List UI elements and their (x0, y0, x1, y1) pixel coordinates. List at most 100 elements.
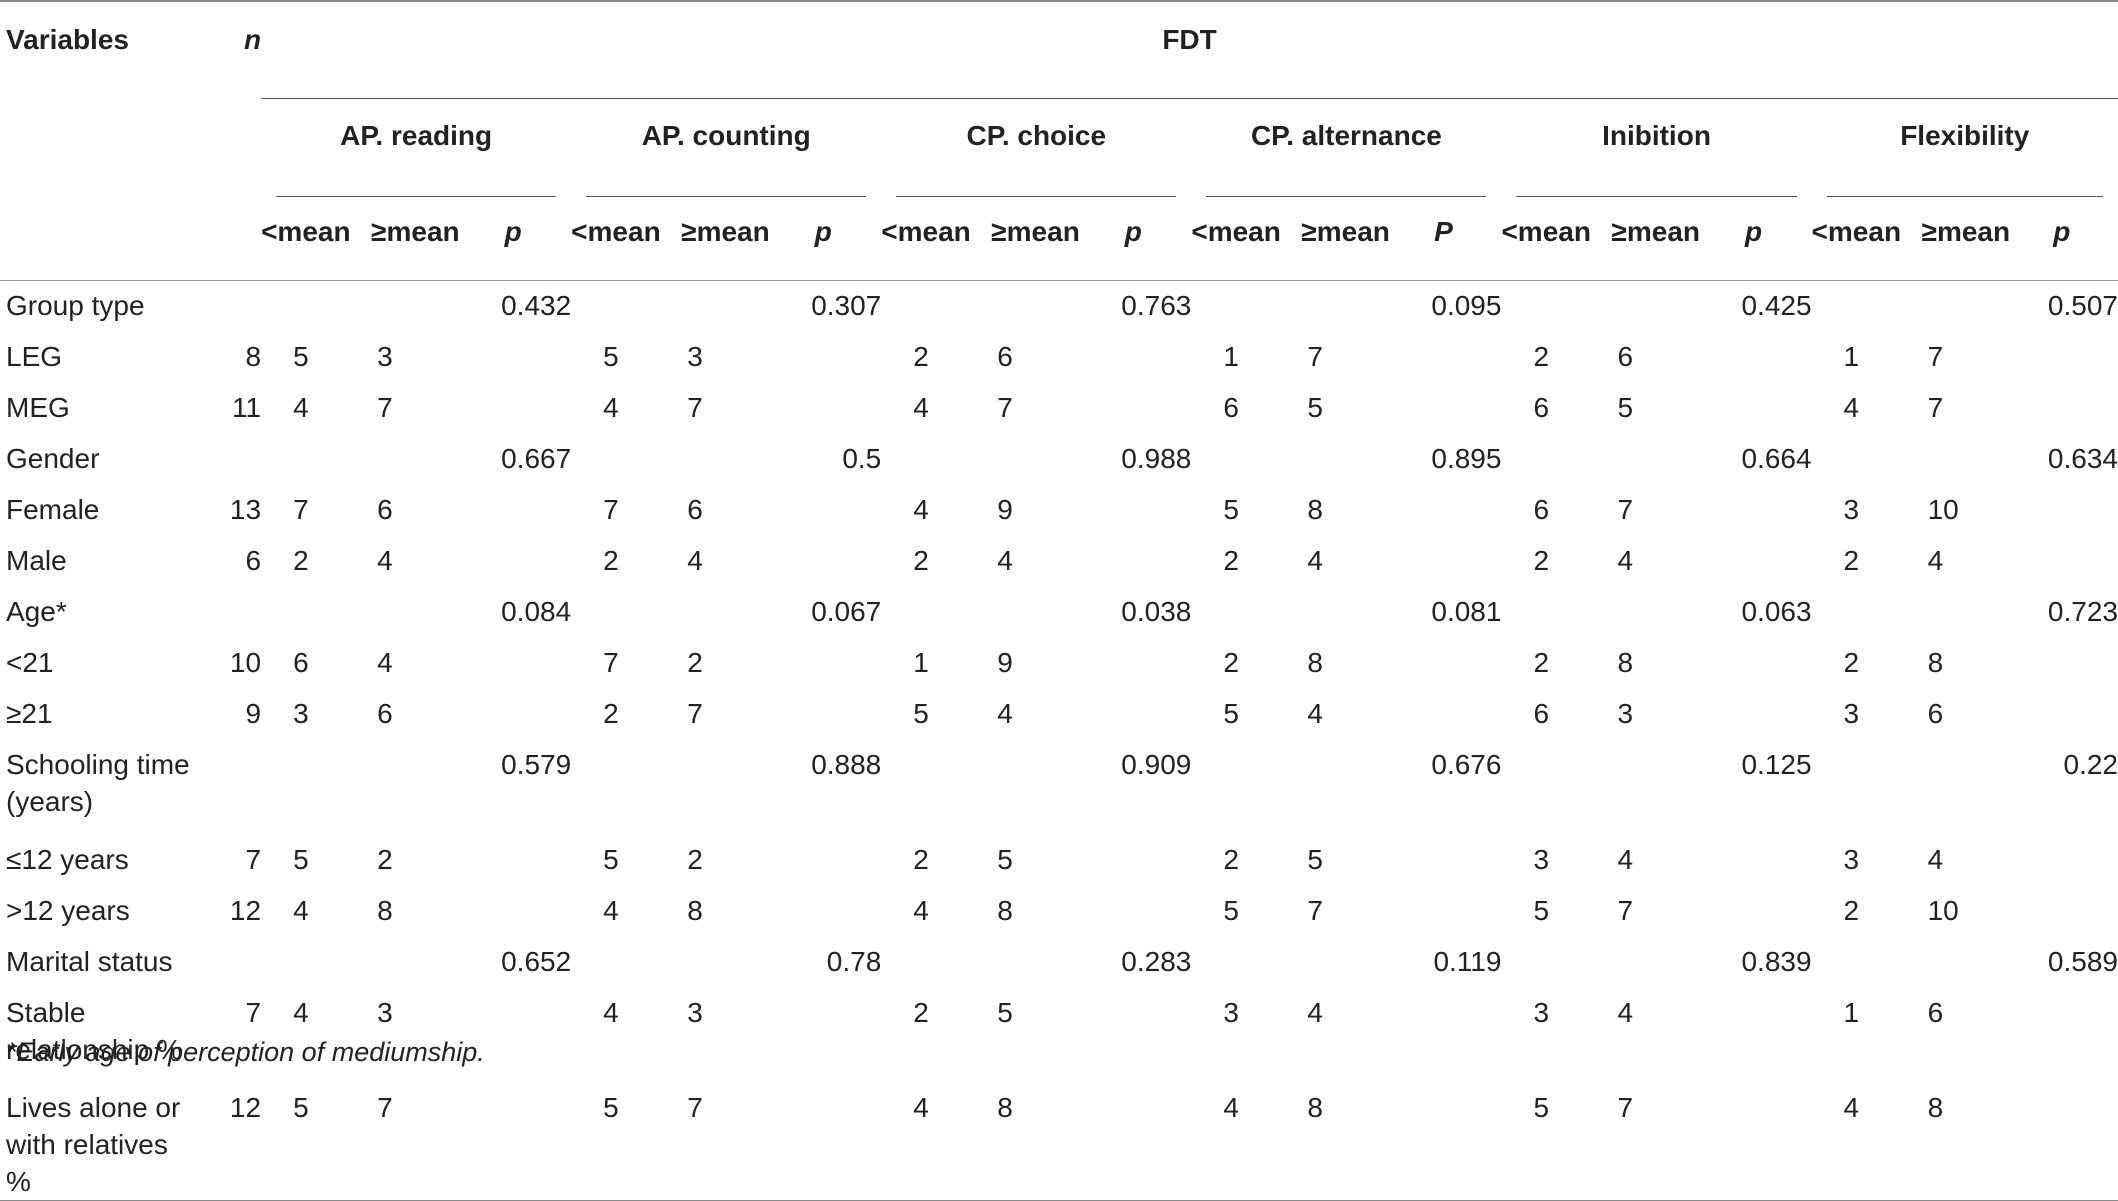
header-group-4: Inibition (1501, 99, 1811, 197)
cell-p-value (1696, 485, 1812, 536)
header-variables: Variables (0, 0, 197, 281)
cell-p-value: 0.22 (2063, 749, 2118, 780)
cell-above-mean: 7 (1307, 341, 1323, 372)
cell-above-mean: 4 (687, 545, 703, 576)
cell-below-mean: 6 (1533, 698, 1550, 729)
cell-below-mean (1501, 281, 1611, 333)
cell-below-mean: 5 (293, 341, 309, 372)
cell-above-mean: 7 (1617, 494, 1634, 525)
cell-below-mean: 2 (1223, 844, 1239, 875)
cell-below-mean: 5 (603, 341, 619, 372)
cell-below-mean (1501, 740, 1611, 835)
cell-below-mean: 5 (1223, 895, 1239, 926)
cell-above-mean: 4 (1927, 545, 1944, 576)
cell-above-mean (1922, 281, 2006, 333)
cell-p-value (765, 332, 881, 383)
cell-p-value (2006, 332, 2118, 383)
header-p-value: p (1695, 197, 1812, 281)
cell-below-mean (1501, 587, 1611, 638)
cell-p-value (1385, 835, 1501, 886)
cell-p-value (2006, 886, 2118, 937)
cell-above-mean (1301, 740, 1385, 835)
cell-p-value (1385, 1083, 1502, 1201)
cell-above-mean: 7 (1307, 895, 1323, 926)
cell-above-mean: 8 (1307, 494, 1323, 525)
cell-p-value: 0.78 (826, 946, 882, 977)
cell-below-mean: 1 (1223, 341, 1239, 372)
cell-above-mean (1301, 434, 1385, 485)
row-n (196, 281, 261, 333)
header-p-value: p (455, 197, 572, 281)
cell-below-mean: 6 (1223, 392, 1239, 423)
header-group-label: AP. counting (641, 120, 811, 151)
cell-p-value (455, 1083, 572, 1201)
cell-p-value (1696, 689, 1812, 740)
cell-above-mean: 3 (1617, 698, 1634, 729)
cell-above-mean (1922, 740, 2006, 835)
cell-above-mean: 2 (377, 844, 393, 875)
cell-below-mean: 7 (293, 494, 309, 525)
cell-below-mean (571, 587, 681, 638)
cell-p-value (765, 689, 881, 740)
cell-p-value (2006, 485, 2118, 536)
row-n: 10 (229, 647, 262, 678)
row-variable: Age* (6, 596, 67, 627)
cell-below-mean: 3 (1843, 698, 1860, 729)
cell-p-value (1385, 383, 1501, 434)
cell-above-mean: 6 (1927, 997, 1944, 1028)
cell-above-mean: 7 (1927, 341, 1944, 372)
cell-p-value: 0.283 (1121, 946, 1192, 977)
cell-p-value (2006, 638, 2118, 689)
cell-above-mean (371, 281, 455, 333)
cell-p-value (1696, 835, 1812, 886)
cell-p-value: 0.839 (1741, 946, 1812, 977)
cell-below-mean: 2 (913, 844, 929, 875)
cell-p-value: 0.579 (501, 749, 572, 780)
cell-above-mean: 5 (997, 844, 1013, 875)
cell-above-mean: 8 (1617, 647, 1634, 678)
cell-p-value (765, 1083, 882, 1201)
row-variable: Stable relationship % (6, 997, 182, 1065)
cell-p-value (455, 886, 571, 937)
table-row: Age* 0.084 0.067 0.038 0.081 0.063 0.723 (0, 587, 2118, 638)
header-above-mean: ≥mean (681, 197, 770, 281)
cell-p-value (455, 536, 571, 587)
cell-below-mean: 5 (1223, 494, 1239, 525)
header-p-value: p (2005, 197, 2118, 281)
cell-below-mean: 3 (1843, 494, 1860, 525)
row-variable: Gender (6, 443, 100, 474)
cell-above-mean: 7 (1611, 1083, 1696, 1201)
header-above-mean: ≥mean (1611, 197, 1700, 281)
row-variable: ≤12 years (6, 844, 129, 875)
cell-above-mean: 8 (1307, 647, 1323, 678)
cell-above-mean (1611, 740, 1695, 835)
cell-below-mean: 2 (1533, 545, 1550, 576)
cell-above-mean: 9 (997, 647, 1013, 678)
cell-below-mean: 5 (1533, 895, 1550, 926)
cell-below-mean: 1 (1843, 341, 1860, 372)
cell-p-value (1075, 536, 1191, 587)
cell-above-mean (991, 434, 1075, 485)
cell-above-mean: 3 (687, 997, 703, 1028)
cell-above-mean: 7 (1617, 895, 1634, 926)
cell-p-value (1075, 886, 1191, 937)
cell-below-mean (881, 587, 991, 638)
table-row: MEG 11 4 7 4 7 4 7 6 5 6 5 4 7 (0, 383, 2118, 434)
header-below-mean: <mean (1501, 197, 1612, 281)
cell-above-mean (1611, 434, 1695, 485)
cell-below-mean (571, 281, 681, 333)
table-row: Female 13 7 6 7 6 4 9 5 8 6 7 3 10 (0, 485, 2118, 536)
cell-above-mean: 6 (377, 698, 393, 729)
cell-p-value: 0.125 (1741, 749, 1812, 780)
cell-above-mean: 8 (991, 1083, 1076, 1201)
cell-below-mean: 2 (913, 997, 929, 1028)
cell-above-mean: 8 (687, 895, 703, 926)
cell-below-mean: 3 (293, 698, 309, 729)
cell-below-mean: 5 (1501, 1083, 1612, 1201)
cell-below-mean: 5 (293, 844, 309, 875)
cell-p-value (2005, 1083, 2118, 1201)
cell-p-value (2006, 988, 2118, 1083)
cell-above-mean: 4 (1307, 698, 1323, 729)
cell-below-mean (1191, 587, 1301, 638)
